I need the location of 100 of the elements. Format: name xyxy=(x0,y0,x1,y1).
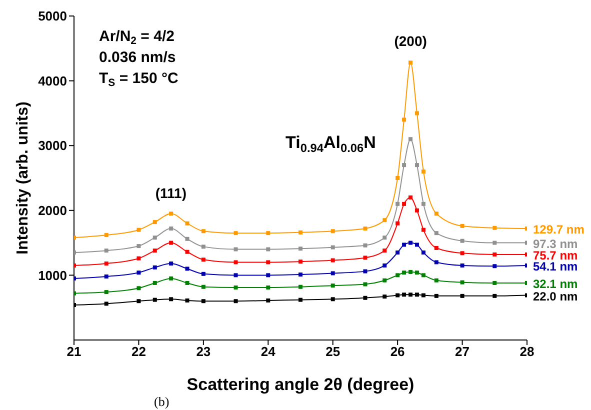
point xyxy=(414,242,419,247)
point xyxy=(104,262,108,266)
point xyxy=(408,60,413,65)
point xyxy=(363,269,368,274)
point xyxy=(421,170,426,174)
point xyxy=(434,294,438,298)
line-series xyxy=(74,240,527,280)
annotation: Ar/N$_{2}$ = 4/2 xyxy=(99,28,174,48)
point xyxy=(298,260,302,264)
point xyxy=(492,226,497,230)
point xyxy=(169,297,174,302)
point xyxy=(298,298,302,302)
point xyxy=(402,202,406,206)
annotation: Ti$_{0.94}$Al$_{0.06}$N xyxy=(286,133,376,155)
y-tick-label: 5000 xyxy=(38,8,67,24)
point xyxy=(185,298,190,302)
point xyxy=(414,163,419,168)
point xyxy=(460,224,464,228)
point xyxy=(298,272,302,277)
point xyxy=(185,221,190,226)
point xyxy=(169,212,174,216)
point xyxy=(185,280,190,285)
annotation: (200) xyxy=(394,33,427,49)
point xyxy=(382,294,387,299)
point xyxy=(382,236,387,240)
point xyxy=(169,262,174,266)
point xyxy=(414,270,419,275)
point xyxy=(363,226,368,231)
point xyxy=(266,231,270,236)
point xyxy=(169,276,174,280)
point xyxy=(421,228,426,232)
point xyxy=(136,299,141,304)
point xyxy=(492,264,497,268)
x-tick-label: 23 xyxy=(196,344,211,360)
point xyxy=(152,220,157,224)
point xyxy=(363,282,368,286)
point xyxy=(201,284,206,289)
point xyxy=(402,242,406,247)
point xyxy=(382,278,387,282)
series-label: 32.1 nm xyxy=(533,276,578,291)
point xyxy=(363,256,368,260)
annotation: (111) xyxy=(155,185,187,201)
x-tick-label: 22 xyxy=(131,344,146,360)
point xyxy=(201,272,206,276)
point xyxy=(136,270,141,275)
point xyxy=(234,286,238,290)
x-tick-label: 26 xyxy=(390,344,405,360)
x-tick-label: 25 xyxy=(326,344,340,360)
point xyxy=(266,260,270,264)
point xyxy=(330,258,335,262)
point xyxy=(492,240,497,245)
point xyxy=(421,293,426,298)
y-tick-label: 4000 xyxy=(38,73,67,88)
point xyxy=(136,286,141,290)
point xyxy=(152,280,157,285)
point xyxy=(434,260,438,264)
point xyxy=(414,292,419,297)
point xyxy=(136,256,141,260)
y-axis-title: Intensity (arb. units) xyxy=(14,102,32,254)
point xyxy=(169,226,174,231)
point xyxy=(396,221,400,226)
point xyxy=(492,294,497,298)
point xyxy=(408,292,413,297)
x-axis-title: Scattering angle 2θ (degree) xyxy=(186,375,414,394)
point xyxy=(136,244,141,248)
point xyxy=(382,218,387,222)
point xyxy=(460,251,464,256)
point xyxy=(396,202,400,206)
point xyxy=(330,297,335,302)
point xyxy=(152,236,157,240)
point xyxy=(460,238,464,243)
point xyxy=(408,270,413,274)
point xyxy=(408,137,413,142)
point xyxy=(201,229,206,234)
point xyxy=(434,278,438,282)
point xyxy=(234,260,238,264)
point xyxy=(201,244,206,249)
text: (b) xyxy=(154,394,170,409)
y-tick-label: 3000 xyxy=(38,138,67,154)
point xyxy=(421,202,426,206)
annotation: T$_{S}$ = 150 °C xyxy=(99,70,178,90)
point xyxy=(434,231,438,236)
point xyxy=(492,280,497,285)
point xyxy=(185,266,190,271)
point xyxy=(234,273,238,278)
point xyxy=(402,270,406,275)
point xyxy=(330,229,335,234)
point xyxy=(434,212,438,216)
point xyxy=(169,240,174,245)
point xyxy=(266,273,270,278)
point xyxy=(266,247,270,252)
point xyxy=(234,247,238,252)
point xyxy=(408,240,413,245)
point xyxy=(330,271,335,276)
point xyxy=(104,233,108,238)
point xyxy=(298,284,302,289)
point xyxy=(330,245,335,250)
point xyxy=(402,292,406,297)
point xyxy=(266,286,270,290)
point xyxy=(104,274,108,278)
